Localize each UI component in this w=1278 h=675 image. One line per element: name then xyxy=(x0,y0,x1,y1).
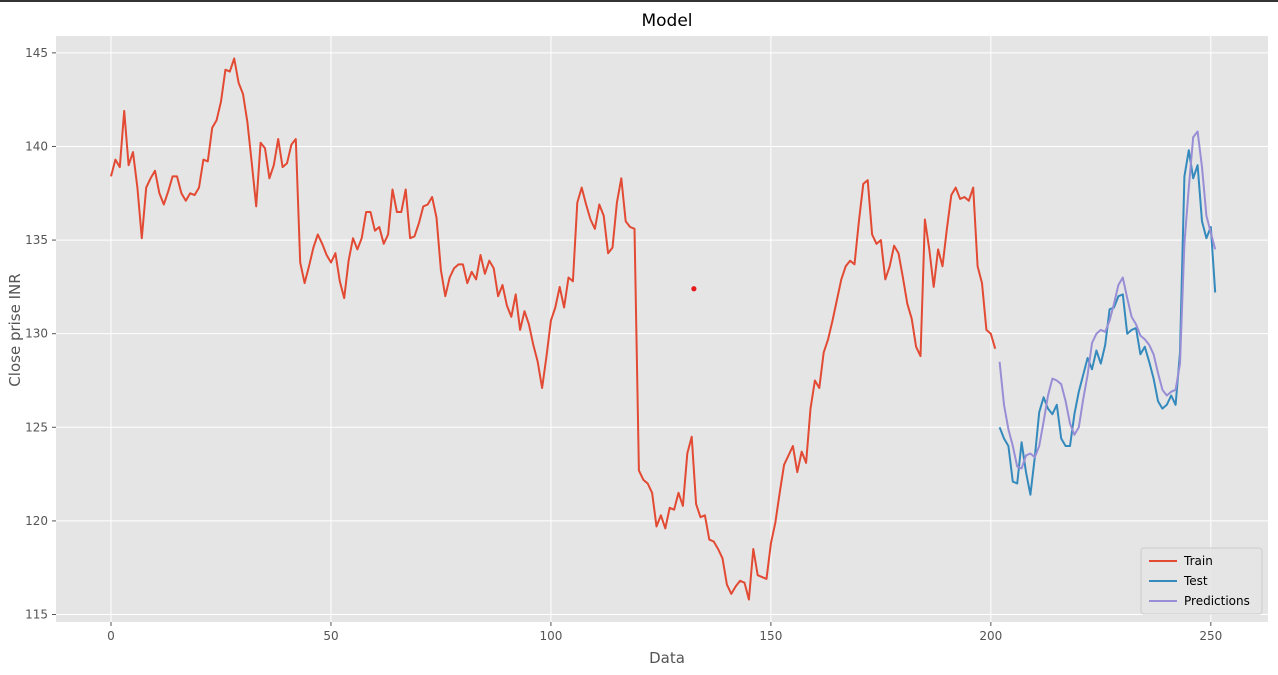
series-line-train xyxy=(110,57,997,601)
gridlines xyxy=(56,36,1268,622)
x-tick-label: 100 xyxy=(539,629,562,643)
legend: Train Test Predictions xyxy=(1140,547,1263,615)
x-axis-label: Data xyxy=(649,649,685,667)
plot-area xyxy=(56,36,1268,622)
y-tick-label: 125 xyxy=(25,420,48,434)
series-line-predictions xyxy=(998,130,1217,470)
legend-label-train: Train xyxy=(1183,554,1213,568)
series-lines xyxy=(110,57,1217,601)
window-top-border xyxy=(0,0,1278,2)
y-tick-label: 140 xyxy=(25,139,48,153)
x-tick-label: 150 xyxy=(759,629,782,643)
y-tick-label: 135 xyxy=(25,233,48,247)
legend-box xyxy=(1140,547,1263,615)
y-tick-label: 145 xyxy=(25,46,48,60)
x-tick-label: 50 xyxy=(323,629,338,643)
y-tick-label: 115 xyxy=(25,608,48,622)
x-tick-label: 250 xyxy=(1199,629,1222,643)
chart-title: Model xyxy=(641,11,692,31)
annotation-layer xyxy=(691,286,697,292)
y-axis-label: Close prise INR xyxy=(6,273,24,386)
y-tick-label: 130 xyxy=(25,327,48,341)
legend-label-predictions: Predictions xyxy=(1184,594,1250,608)
x-tick-label: 200 xyxy=(979,629,1002,643)
legend-label-test: Test xyxy=(1183,574,1208,588)
x-tick-label: 0 xyxy=(107,629,115,643)
annotation-dot xyxy=(691,286,697,292)
y-axis-ticks: 115 120 125 130 135 140 145 xyxy=(25,46,56,622)
x-axis-ticks: 0 50 100 150 200 250 xyxy=(107,622,1222,643)
y-tick-label: 120 xyxy=(25,514,48,528)
